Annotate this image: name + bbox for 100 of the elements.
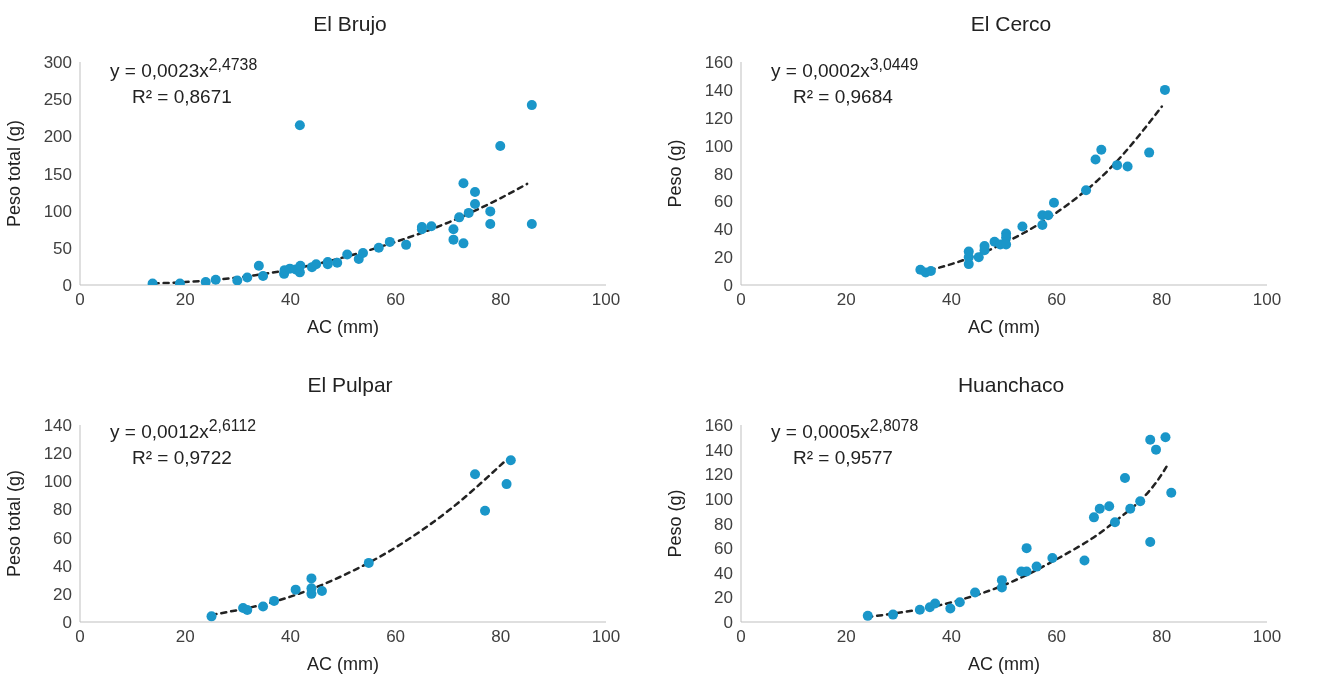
- x-axis-title: AC (mm): [307, 654, 379, 674]
- x-tick-label: 100: [1252, 290, 1282, 310]
- x-tick-label: 20: [175, 627, 195, 647]
- y-tick-label: 200: [43, 127, 72, 147]
- y-tick-label: 150: [43, 164, 72, 184]
- point: [253, 260, 264, 271]
- annotation: R² = 0,9577: [793, 447, 893, 469]
- point: [862, 610, 873, 621]
- point: [1031, 561, 1042, 572]
- point: [1088, 512, 1099, 523]
- y-tick-label: 80: [714, 514, 733, 534]
- x-tick-label: 20: [175, 290, 195, 310]
- y-axis-title: Peso (g): [665, 139, 686, 208]
- x-tick-label: 20: [836, 290, 856, 310]
- y-tick-label: 50: [53, 238, 72, 258]
- point: [206, 611, 217, 622]
- point: [1037, 220, 1048, 231]
- annotation: R² = 0,9684: [793, 86, 893, 108]
- y-tick-label: 120: [43, 444, 72, 464]
- point: [970, 587, 981, 598]
- point: [1104, 501, 1115, 512]
- x-tick-label: 40: [941, 627, 961, 647]
- x-tick-label: 20: [836, 627, 856, 647]
- y-tick-label: 80: [53, 500, 72, 520]
- point: [1047, 552, 1058, 563]
- y-tick-label: 140: [704, 440, 733, 460]
- y-tick-label: 0: [723, 613, 733, 633]
- annotation: y = 0,0005x$^{2,8078}$: [771, 417, 919, 444]
- x-tick-label: 40: [941, 290, 961, 310]
- point: [1122, 161, 1133, 172]
- point: [888, 609, 899, 620]
- x-tick-label: 40: [280, 290, 300, 310]
- point: [1094, 503, 1105, 514]
- point: [996, 582, 1007, 593]
- point: [258, 271, 269, 282]
- point: [1125, 503, 1136, 514]
- y-tick-label: 20: [714, 588, 733, 608]
- y-tick-label: 0: [62, 613, 72, 633]
- point: [373, 242, 384, 253]
- chart-title: El Pulpar: [306, 373, 394, 397]
- point: [914, 604, 925, 615]
- point: [1160, 432, 1171, 443]
- x-tick-label: 100: [1252, 627, 1282, 647]
- point: [269, 595, 280, 606]
- annotation: y = 0,0002x$^{3,0449}$: [771, 56, 919, 83]
- point: [1017, 221, 1028, 232]
- y-tick-label: 160: [704, 416, 733, 436]
- y-axis-title: Peso (g): [665, 489, 686, 558]
- point: [454, 212, 465, 223]
- y-tick-label: 0: [62, 276, 72, 296]
- annotation: R² = 0,8671: [132, 86, 232, 108]
- point: [1096, 144, 1107, 155]
- chart-title: El Brujo: [312, 12, 388, 36]
- x-tick-label: 0: [75, 627, 85, 647]
- point: [426, 221, 437, 232]
- point: [1109, 517, 1120, 528]
- point: [1135, 496, 1146, 507]
- point: [458, 238, 469, 249]
- point: [363, 557, 374, 568]
- y-tick-label: 40: [714, 220, 733, 240]
- x-tick-label: 0: [736, 627, 746, 647]
- y-tick-label: 120: [704, 465, 733, 485]
- x-tick-label: 80: [491, 627, 511, 647]
- point: [945, 603, 956, 614]
- point: [1159, 84, 1170, 95]
- chart-title: El Cerco: [969, 12, 1053, 36]
- point: [480, 505, 491, 516]
- y-tick-label: 60: [714, 192, 733, 212]
- point: [1119, 472, 1130, 483]
- y-tick-label: 0: [723, 276, 733, 296]
- point: [295, 260, 306, 271]
- point: [200, 277, 211, 285]
- point: [290, 584, 301, 595]
- point: [470, 198, 481, 209]
- y-tick-label: 160: [704, 53, 733, 73]
- chart-title: Huanchaco: [956, 373, 1066, 397]
- point: [332, 257, 343, 268]
- y-tick-label: 40: [714, 563, 733, 583]
- point: [242, 605, 253, 616]
- point: [526, 219, 537, 230]
- point: [485, 219, 496, 230]
- point: [316, 586, 327, 597]
- point: [1145, 536, 1156, 547]
- x-tick-label: 60: [1047, 290, 1067, 310]
- point: [1048, 197, 1059, 208]
- y-tick-label: 20: [53, 584, 72, 604]
- point: [463, 207, 474, 218]
- point: [1081, 185, 1092, 196]
- x-tick-label: 100: [591, 290, 621, 310]
- point: [242, 272, 253, 283]
- x-tick-label: 40: [280, 627, 300, 647]
- point: [470, 187, 481, 198]
- x-tick-label: 100: [591, 627, 621, 647]
- point: [495, 141, 506, 151]
- point: [526, 100, 537, 111]
- x-tick-label: 80: [1152, 290, 1172, 310]
- y-tick-label: 40: [53, 556, 72, 576]
- point: [294, 120, 305, 131]
- point: [1151, 444, 1162, 455]
- point: [401, 239, 412, 250]
